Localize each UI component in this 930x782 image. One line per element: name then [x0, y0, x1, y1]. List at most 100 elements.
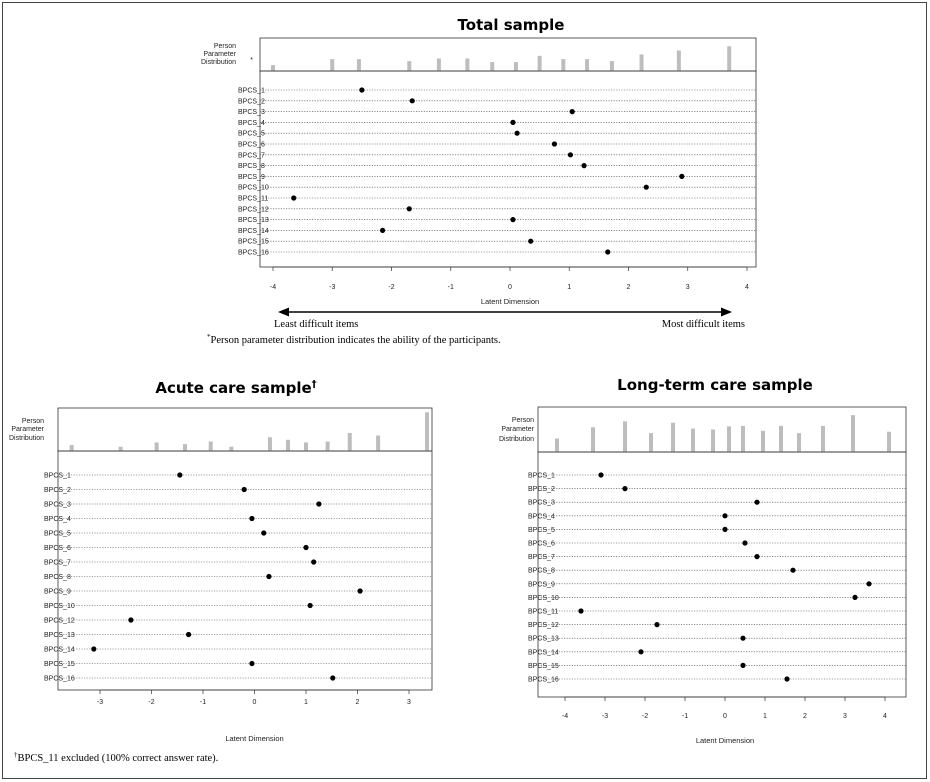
- item-difficulty-point: [249, 660, 255, 667]
- item-difficulty-point: [578, 608, 584, 614]
- distribution-label-mark: *: [250, 57, 253, 64]
- item-difficulty-point: [357, 588, 363, 594]
- person-distribution-bar: [561, 59, 566, 71]
- person-distribution-bar: [887, 431, 891, 452]
- item-label: BPCS_4: [238, 120, 265, 127]
- x-tick-label: -4: [562, 713, 568, 720]
- person-distribution-bar: [271, 65, 275, 71]
- item-difficulty-point: [128, 617, 134, 623]
- x-tick-label: -1: [448, 284, 454, 291]
- person-distribution-bar: [325, 441, 330, 451]
- person-distribution-bar: [727, 46, 732, 71]
- least-difficult-label: Least difficult items: [274, 319, 358, 330]
- distribution-label-line: Person: [22, 418, 44, 425]
- footnote-text: BPCS_11 excluded (100% correct answer ra…: [18, 753, 219, 764]
- item-label: BPCS_5: [528, 527, 555, 534]
- x-tick-label: 0: [723, 713, 727, 720]
- item-difficulty-point: [510, 119, 516, 125]
- item-label: BPCS_2: [528, 486, 555, 493]
- item-label: BPCS_4: [528, 513, 555, 520]
- x-tick-label: 1: [567, 284, 571, 291]
- x-tick-label: -2: [148, 699, 154, 706]
- person-distribution-bar: [356, 59, 361, 71]
- item-difficulty-point: [643, 184, 649, 190]
- x-tick-label: -2: [642, 713, 648, 720]
- person-distribution-bar: [465, 58, 470, 71]
- footnote-text: Person parameter distribution indicates …: [211, 335, 501, 346]
- item-label: BPCS_16: [238, 250, 269, 257]
- person-distribution-bar: [407, 61, 412, 71]
- footnote-mark: †: [14, 751, 18, 759]
- item-difficulty-point: [261, 530, 267, 536]
- person-distribution-bar: [436, 58, 441, 71]
- item-difficulty-point: [722, 513, 728, 519]
- person-distribution-bar: [711, 429, 715, 452]
- chart-title-text: Total sample: [458, 16, 565, 34]
- item-label: BPCS_9: [44, 589, 71, 596]
- x-tick-label: 3: [407, 699, 411, 706]
- person-distribution-bar: [821, 425, 825, 452]
- distribution-label-line: Person: [512, 417, 534, 424]
- item-label: BPCS_13: [238, 217, 269, 224]
- person-distribution-bar: [347, 432, 352, 451]
- x-tick-label: -1: [200, 699, 206, 706]
- person-distribution-bar: [229, 446, 234, 451]
- item-label: BPCS_3: [238, 109, 265, 116]
- item-difficulty-point: [866, 581, 872, 587]
- item-label: BPCS_7: [528, 554, 555, 561]
- item-difficulty-point: [852, 594, 858, 601]
- x-tick-label: 2: [356, 699, 360, 706]
- item-plot-panel: [259, 70, 757, 268]
- chart-title: Acute care sample†: [155, 379, 316, 397]
- item-difficulty-point: [307, 602, 313, 609]
- item-difficulty-point: [569, 109, 575, 115]
- x-axis-title: Latent Dimension: [225, 734, 283, 743]
- x-tick-label: -3: [602, 713, 608, 720]
- person-distribution-bar: [691, 428, 695, 452]
- left-arrow-icon: [278, 307, 289, 317]
- person-distribution-bar: [623, 421, 627, 452]
- item-difficulty-point: [311, 559, 317, 565]
- item-label: BPCS_15: [238, 239, 269, 246]
- item-label: BPCS_13: [44, 632, 75, 639]
- person-distribution-bar: [304, 442, 308, 451]
- item-label: BPCS_1: [528, 473, 555, 480]
- distribution-label-line: Person: [214, 43, 236, 50]
- right-arrow-icon: [721, 307, 732, 317]
- item-difficulty-point: [790, 567, 796, 573]
- footnote-mark: *: [207, 333, 211, 341]
- item-label: BPCS_11: [238, 196, 268, 203]
- distribution-panel: [259, 37, 757, 72]
- item-label: BPCS_15: [44, 661, 75, 668]
- person-distribution-bar: [537, 55, 542, 71]
- item-difficulty-point: [291, 195, 297, 201]
- x-tick-label: 4: [745, 284, 749, 291]
- item-difficulty-point: [567, 152, 574, 158]
- person-distribution-bar: [779, 425, 783, 452]
- item-difficulty-point: [330, 675, 336, 681]
- item-difficulty-point: [406, 206, 412, 212]
- x-axis-title: Latent Dimension: [696, 736, 754, 745]
- item-difficulty-point: [177, 472, 183, 478]
- chart-panel-2: Long-term care sample Person Parameter Dist…: [499, 376, 907, 745]
- item-difficulty-point: [316, 501, 322, 507]
- distribution-label-line: Parameter: [501, 426, 534, 433]
- item-label: BPCS_3: [44, 502, 71, 509]
- chart-panel-1: Acute care sample†PersonParameterDistrib…: [9, 379, 433, 764]
- x-tick-label: -2: [388, 284, 394, 291]
- x-tick-label: 0: [508, 284, 512, 291]
- x-tick-label: 3: [843, 713, 847, 720]
- item-label: BPCS_7: [238, 152, 265, 159]
- person-distribution-bar: [69, 444, 74, 451]
- item-label: BPCS_6: [238, 142, 265, 149]
- person-distribution-bar: [490, 62, 495, 71]
- item-difficulty-point: [784, 676, 790, 682]
- item-difficulty-point: [598, 472, 604, 478]
- item-difficulty-point: [754, 554, 760, 560]
- item-difficulty-point: [638, 649, 644, 655]
- distribution-label-line: Distribution: [201, 59, 236, 66]
- item-difficulty-point: [514, 130, 520, 136]
- person-distribution-bar: [609, 61, 614, 71]
